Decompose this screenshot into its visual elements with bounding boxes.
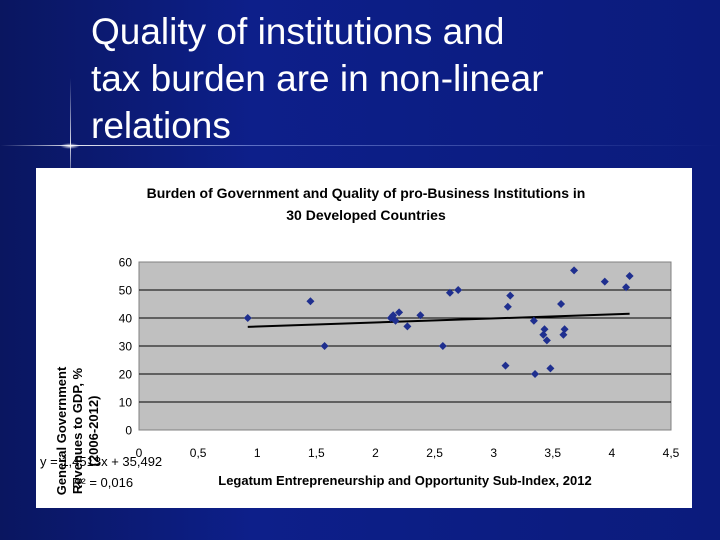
y-tick-label: 20 <box>119 368 133 382</box>
slide-title-line-1: Quality of institutions and <box>91 11 505 52</box>
slide-title-line-3: relations <box>91 105 231 146</box>
data-point-marker <box>501 361 510 370</box>
data-point-marker <box>395 308 404 317</box>
x-tick-label: 1,5 <box>308 446 325 460</box>
data-points <box>243 266 634 378</box>
x-tick-label: 2,5 <box>426 446 443 460</box>
data-point-marker <box>389 311 398 320</box>
x-tick-label: 0,5 <box>190 446 207 460</box>
trendline-equation: y = 1,4513x + 35,492 <box>40 454 162 469</box>
x-tick-label: 3 <box>490 446 497 460</box>
data-point-marker <box>622 283 631 292</box>
y-tick-label: 10 <box>119 396 133 410</box>
trendline-r-squared: R² = 0,016 <box>72 475 133 490</box>
x-tick-label: 2 <box>372 446 379 460</box>
y-axis-label-line-1: General Government <box>54 366 69 495</box>
trendline <box>247 312 630 328</box>
chart-title-line-2: 30 Developed Countries <box>286 207 446 223</box>
chart-title-line-1: Burden of Government and Quality of pro-… <box>147 185 586 201</box>
y-axis-ticks: 0 10 20 30 40 50 60 <box>119 256 133 438</box>
x-tick-label: 3,5 <box>544 446 561 460</box>
y-tick-label: 0 <box>125 424 132 438</box>
data-point-marker <box>600 277 609 286</box>
slide-title-line-2: tax burden are in non-linear <box>91 58 544 99</box>
data-point-marker <box>539 330 548 339</box>
data-point-marker <box>506 291 515 300</box>
decorative-sparkle <box>60 143 80 149</box>
x-tick-label: 1 <box>254 446 261 460</box>
data-point-marker <box>306 297 315 306</box>
data-point-marker <box>542 336 551 345</box>
data-point-marker <box>403 322 412 331</box>
x-axis-ticks: 0 0,5 1 1,5 2 2,5 3 3,5 4 4,5 <box>136 446 680 460</box>
gridlines <box>139 289 671 403</box>
decorative-horizontal-line <box>0 145 720 146</box>
x-tick-label: 4,5 <box>663 446 680 460</box>
data-point-marker <box>320 342 329 350</box>
data-point-marker <box>546 364 555 373</box>
y-tick-label: 40 <box>119 312 133 326</box>
y-tick-label: 30 <box>119 340 133 354</box>
data-point-marker <box>529 316 538 325</box>
data-point-marker <box>438 342 447 350</box>
data-point-marker <box>416 311 425 320</box>
x-tick-label: 4 <box>609 446 616 460</box>
data-point-marker <box>531 370 540 378</box>
y-axis-label-line-2: Revenues to GDP, % <box>70 367 85 494</box>
data-point-marker <box>625 272 634 280</box>
data-point-marker <box>243 314 252 322</box>
x-axis-label: Legatum Entrepreneurship and Opportunity… <box>218 473 591 488</box>
data-point-marker <box>391 316 400 325</box>
data-point-marker <box>540 325 549 334</box>
data-point-marker <box>560 325 569 334</box>
scatter-chart: Burden of Government and Quality of pro-… <box>40 185 680 495</box>
chart-panel: Burden of Government and Quality of pro-… <box>36 168 692 508</box>
decorative-vertical-line <box>70 78 71 188</box>
y-axis-label-line-3: (2006-2012) <box>86 396 101 467</box>
data-point-marker <box>503 302 512 311</box>
data-point-marker <box>454 286 463 294</box>
data-point-marker <box>559 330 568 339</box>
slide-title: Quality of institutions and tax burden a… <box>91 8 701 149</box>
data-point-marker <box>570 266 579 275</box>
data-point-marker <box>445 288 454 297</box>
data-point-marker <box>557 300 566 308</box>
y-tick-label: 50 <box>119 284 133 298</box>
y-tick-label: 60 <box>119 256 133 270</box>
x-tick-label: 0 <box>136 446 143 460</box>
